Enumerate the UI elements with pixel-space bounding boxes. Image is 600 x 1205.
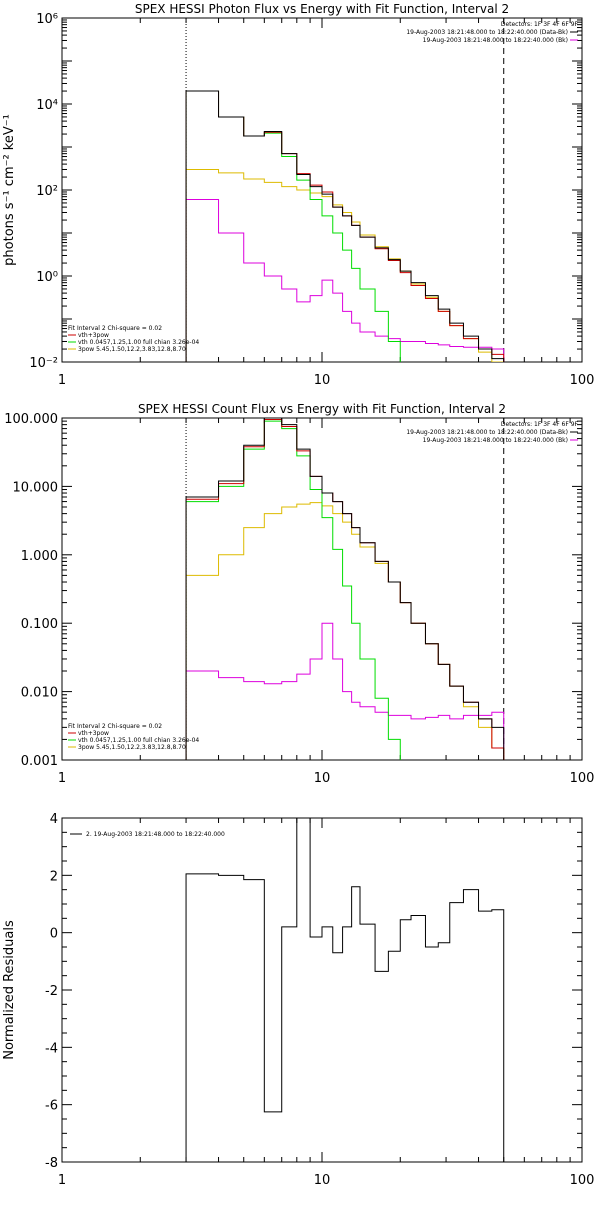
y-tick-label: 0 <box>50 927 58 942</box>
y-axis-label: photons s⁻¹ cm⁻² keV⁻¹ <box>2 114 17 266</box>
y-tick-label: 0.010 <box>21 686 58 701</box>
y-axis-label: Normalized Residuals <box>2 920 17 1060</box>
x-tick-label: 1 <box>58 373 66 388</box>
y-tick-label: -6 <box>45 1099 58 1114</box>
y-tick-label: 100.000 <box>4 412 58 427</box>
x-tick-label: 100 <box>570 373 595 388</box>
y-tick-label: -2 <box>45 984 58 999</box>
series-group <box>185 818 505 1162</box>
y-tick-label: 4 <box>50 812 58 827</box>
x-tick-label: 100 <box>570 1173 595 1188</box>
x-tick-label: 1 <box>58 1173 66 1188</box>
legend-fit-interval: Fit Interval 2 Chi-square = 0.02 <box>68 723 162 730</box>
x-tick-label: 1 <box>58 771 66 786</box>
chart-title: SPEX HESSI Count Flux vs Energy with Fit… <box>138 402 506 416</box>
y-tick-label: -8 <box>45 1156 58 1171</box>
y-tick-label: 10² <box>36 184 58 199</box>
y-tick-label: 10.000 <box>13 480 59 495</box>
series-magenta-histogram <box>185 622 505 760</box>
legend-data-entry: 19-Aug-2003 18:21:48.000 to 18:22:40.000… <box>406 29 568 36</box>
legend-red-entry: vth+3pow <box>78 332 109 339</box>
series-black-histogram <box>185 90 505 362</box>
legend-data-entry: 19-Aug-2003 18:21:48.000 to 18:22:40.000… <box>406 429 568 436</box>
y-tick-label: 10⁰ <box>36 270 58 285</box>
series-green-histogram <box>185 420 401 760</box>
chart-title: SPEX HESSI Photon Flux vs Energy with Fi… <box>135 2 509 16</box>
y-tick-label: 0.100 <box>21 617 58 632</box>
legend-detectors: Detectors: 1F 3F 4F 6F 9F <box>501 21 579 28</box>
y-tick-label: 0.001 <box>21 754 58 769</box>
legend-bk-entry: 19-Aug-2003 18:21:48.000 to 18:22:40.000… <box>423 37 568 44</box>
x-tick-label: 10 <box>314 373 331 388</box>
series-black-histogram <box>185 818 505 1162</box>
x-tick-label: 100 <box>570 771 595 786</box>
x-tick-label: 10 <box>314 1173 331 1188</box>
legend-fit-interval: Fit Interval 2 Chi-square = 0.02 <box>68 325 162 332</box>
y-tick-label: -4 <box>45 1041 58 1056</box>
y-tick-label: 10⁴ <box>36 98 58 113</box>
legend-detectors: Detectors: 1F 3F 4F 6F 9F <box>501 421 579 428</box>
legend-red-entry: vth+3pow <box>78 730 109 737</box>
y-tick-label: 10⁻² <box>29 356 58 371</box>
chart-panel-3: 1 10 100 -8 -6 -4 -2 0 2 4 Normalized Residuals 2. … <box>2 812 594 1188</box>
series-group <box>185 418 505 760</box>
series-red-histogram <box>185 90 505 362</box>
legend-green-entry: vth 0.0457,1.25,1.00 full chian 3.26e-04 <box>78 737 199 744</box>
legend-yellow-entry: 3pow 5.45,1.50,12.2,3.83,12.8,8.70 <box>78 744 186 751</box>
series-yellow-histogram <box>185 168 504 362</box>
y-tick-label: 10⁶ <box>36 12 58 27</box>
legend-residual-entry: 2. 19-Aug-2003 18:21:48.000 to 18:22:40.… <box>86 831 225 838</box>
y-tick-label: 2 <box>50 869 58 884</box>
y-tick-label: 1.000 <box>21 549 58 564</box>
chart-panel-1: SPEX HESSI Photon Flux vs Energy with Fi… <box>2 2 594 388</box>
series-yellow-histogram <box>185 502 505 760</box>
series-group <box>185 90 505 362</box>
series-red-histogram <box>185 419 505 760</box>
x-tick-label: 10 <box>314 771 331 786</box>
series-magenta-histogram <box>185 199 505 362</box>
chart-panel-2: SPEX HESSI Count Flux vs Energy with Fit… <box>4 402 594 786</box>
legend-yellow-entry: 3pow 5.45,1.50,12.2,3.83,12.8,8.70 <box>78 346 186 353</box>
legend-bk-entry: 19-Aug-2003 18:21:48.000 to 18:22:40.000… <box>423 437 568 444</box>
series-black-histogram <box>185 418 505 760</box>
legend-green-entry: vth 0.0457,1.25,1.00 full chian 3.26e-04 <box>78 339 199 346</box>
